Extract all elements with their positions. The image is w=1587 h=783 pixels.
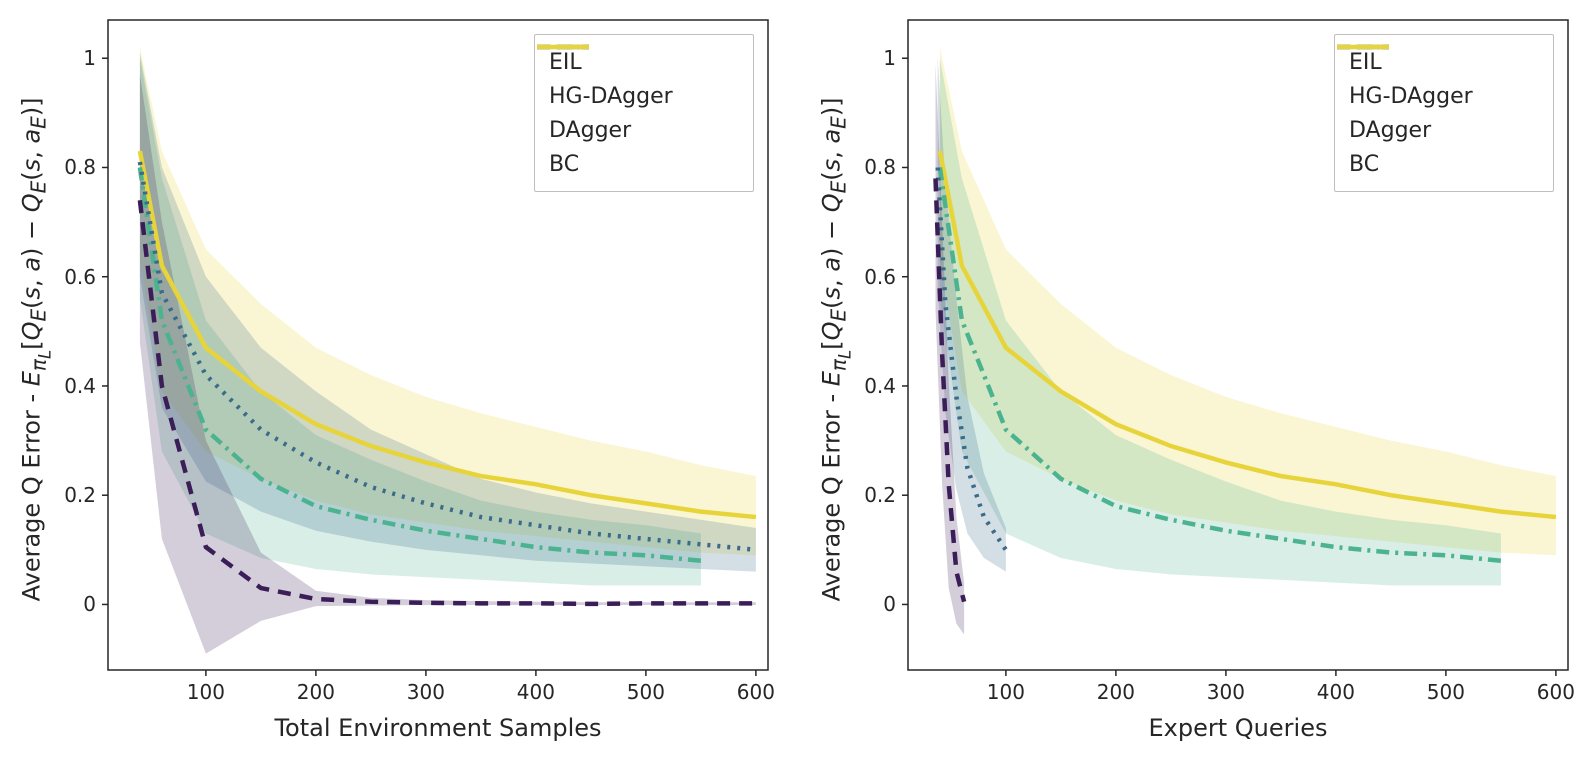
xtick-label: 500 bbox=[621, 680, 671, 704]
xtick-label: 100 bbox=[181, 680, 231, 704]
xtick-label: 300 bbox=[401, 680, 451, 704]
ytick-label: 0 bbox=[83, 592, 96, 616]
ytick-label: 1 bbox=[883, 46, 896, 70]
legend-label-hgdagger: HG-DAgger bbox=[1349, 84, 1473, 109]
xtick-label: 600 bbox=[1531, 680, 1581, 704]
legend-label-dagger: DAgger bbox=[1349, 118, 1431, 143]
legend-label-bc: BC bbox=[549, 152, 579, 177]
chart-panel-left: 10020030040050060000.20.40.60.81Total En… bbox=[108, 20, 768, 670]
xtick-label: 200 bbox=[291, 680, 341, 704]
ytick-label: 0.6 bbox=[864, 265, 896, 289]
legend-label-hgdagger: HG-DAgger bbox=[549, 84, 673, 109]
ytick-label: 0.2 bbox=[64, 483, 96, 507]
x-axis-label: Expert Queries bbox=[908, 714, 1568, 742]
ytick-label: 0.6 bbox=[64, 265, 96, 289]
ytick-label: 0.4 bbox=[864, 374, 896, 398]
legend-label-bc: BC bbox=[1349, 152, 1379, 177]
legend-swatch-bc bbox=[1335, 35, 1391, 59]
chart-panel-right: 10020030040050060000.20.40.60.81Expert Q… bbox=[908, 20, 1568, 670]
xtick-label: 400 bbox=[511, 680, 561, 704]
xtick-label: 100 bbox=[981, 680, 1031, 704]
legend-item-hgdagger: HG-DAgger bbox=[1349, 79, 1539, 113]
ytick-label: 0.2 bbox=[864, 483, 896, 507]
ytick-label: 0.4 bbox=[64, 374, 96, 398]
legend-item-hgdagger: HG-DAgger bbox=[549, 79, 739, 113]
x-axis-label: Total Environment Samples bbox=[108, 714, 768, 742]
xtick-label: 400 bbox=[1311, 680, 1361, 704]
legend-label-dagger: DAgger bbox=[549, 118, 631, 143]
legend-item-dagger: DAgger bbox=[1349, 113, 1539, 147]
xtick-label: 500 bbox=[1421, 680, 1471, 704]
xtick-label: 300 bbox=[1201, 680, 1251, 704]
legend: EILHG-DAggerDAggerBC bbox=[1334, 34, 1554, 192]
ytick-label: 0.8 bbox=[864, 155, 896, 179]
xtick-label: 200 bbox=[1091, 680, 1141, 704]
legend: EILHG-DAggerDAggerBC bbox=[534, 34, 754, 192]
ytick-label: 1 bbox=[83, 46, 96, 70]
xtick-label: 600 bbox=[731, 680, 781, 704]
y-axis-label: Average Q Error - EπL[QE(s, a) − QE(s, a… bbox=[18, 24, 55, 674]
legend-item-dagger: DAgger bbox=[549, 113, 739, 147]
ytick-label: 0 bbox=[883, 592, 896, 616]
legend-item-bc: BC bbox=[549, 147, 739, 181]
ytick-label: 0.8 bbox=[64, 155, 96, 179]
legend-swatch-bc bbox=[535, 35, 591, 59]
legend-item-bc: BC bbox=[1349, 147, 1539, 181]
figure: 100 200 300 400 500 600 0 0.2 0.4 0.6 0.8 1 Total En… bbox=[0, 0, 1587, 783]
y-axis-label: Average Q Error - EπL[QE(s, a) − QE(s, a… bbox=[818, 24, 855, 674]
